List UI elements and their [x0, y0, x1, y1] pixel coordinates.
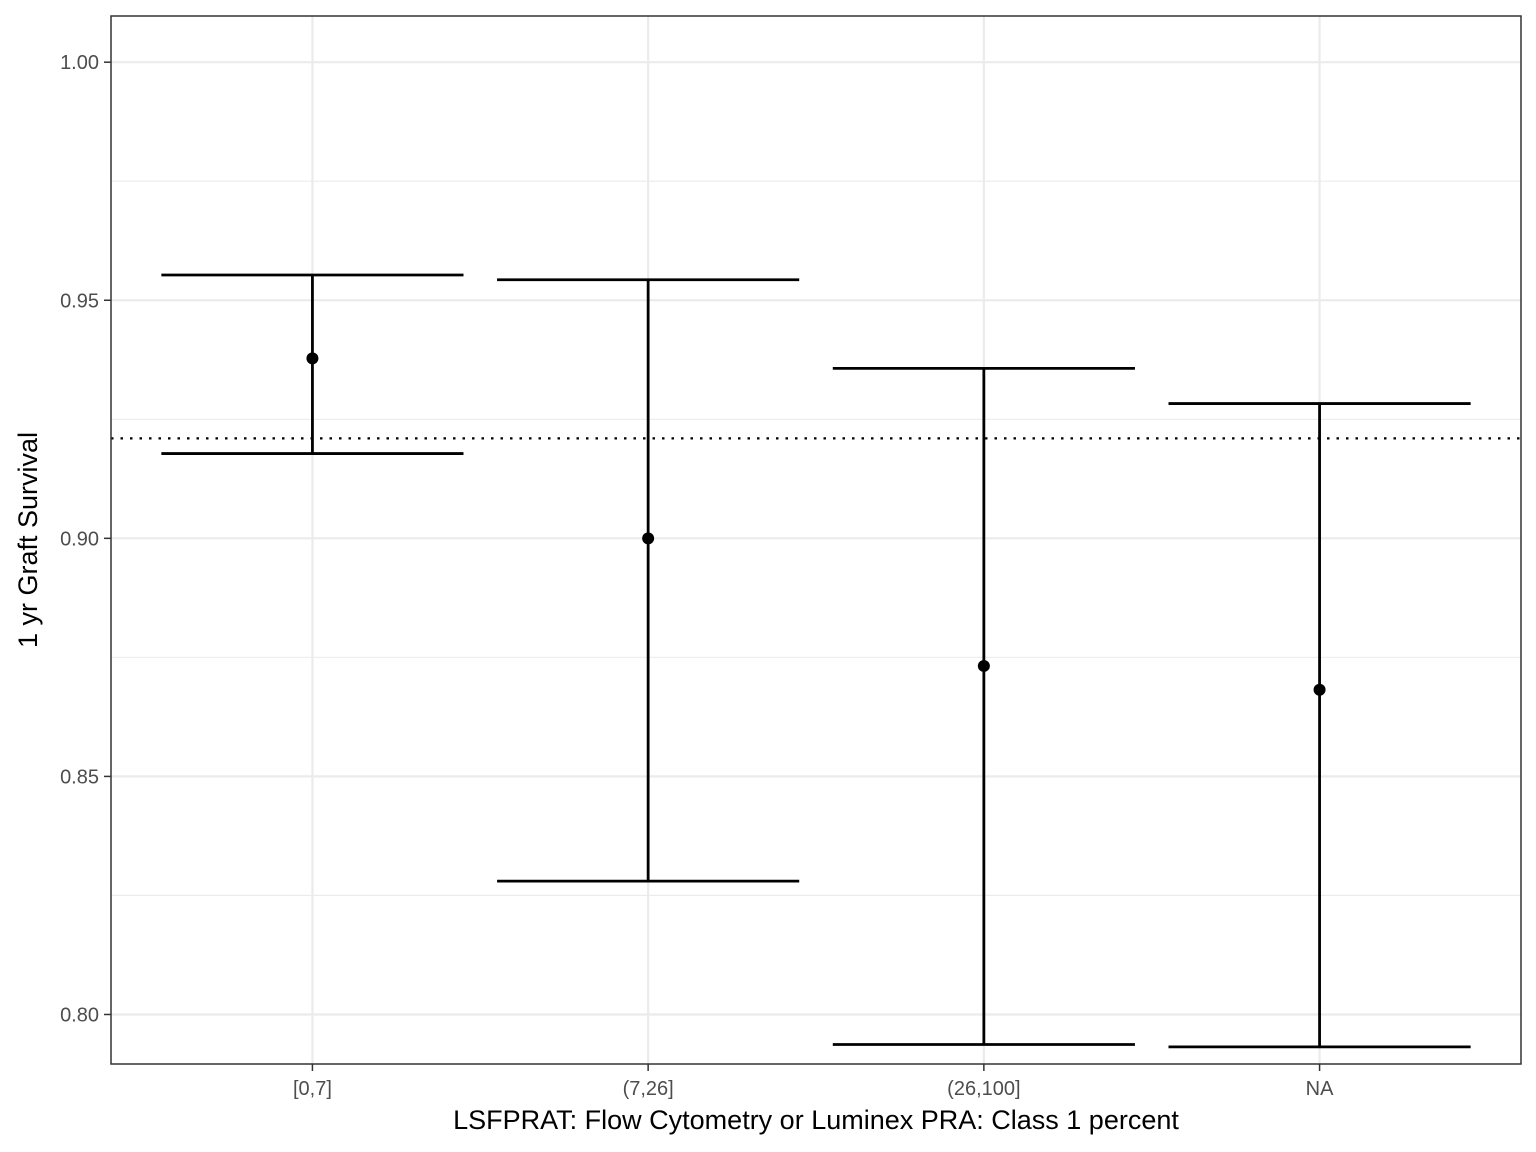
y-tick-label: 0.90	[60, 528, 99, 550]
y-tick-label: 1.00	[60, 52, 99, 74]
x-axis: [0,7] (7,26] (26,100] NA	[293, 1064, 1334, 1100]
point-estimate	[977, 659, 990, 672]
panel-border	[110, 15, 1522, 1065]
x-tick-label: (26,100]	[947, 1078, 1020, 1100]
y-tick-label: 0.95	[60, 290, 99, 312]
point-estimate	[642, 532, 655, 545]
x-tick-label: NA	[1306, 1078, 1334, 1100]
x-tick-label: [0,7]	[293, 1078, 332, 1100]
point-estimate	[306, 352, 319, 365]
y-tick-label: 0.85	[60, 766, 99, 788]
minor-gridlines	[111, 180, 1521, 896]
x-tick-label: (7,26]	[623, 1078, 674, 1100]
x-axis-title: LSFPRAT: Flow Cytometry or Luminex PRA: …	[453, 1105, 1179, 1135]
y-tick-label: 0.80	[60, 1004, 99, 1026]
y-axis: 0.80 0.85 0.90 0.95 1.00	[60, 52, 111, 1026]
errorbar-layer	[161, 273, 1471, 1049]
point-estimate	[1313, 683, 1326, 696]
y-axis-title: 1 yr Graft Survival	[13, 432, 43, 648]
